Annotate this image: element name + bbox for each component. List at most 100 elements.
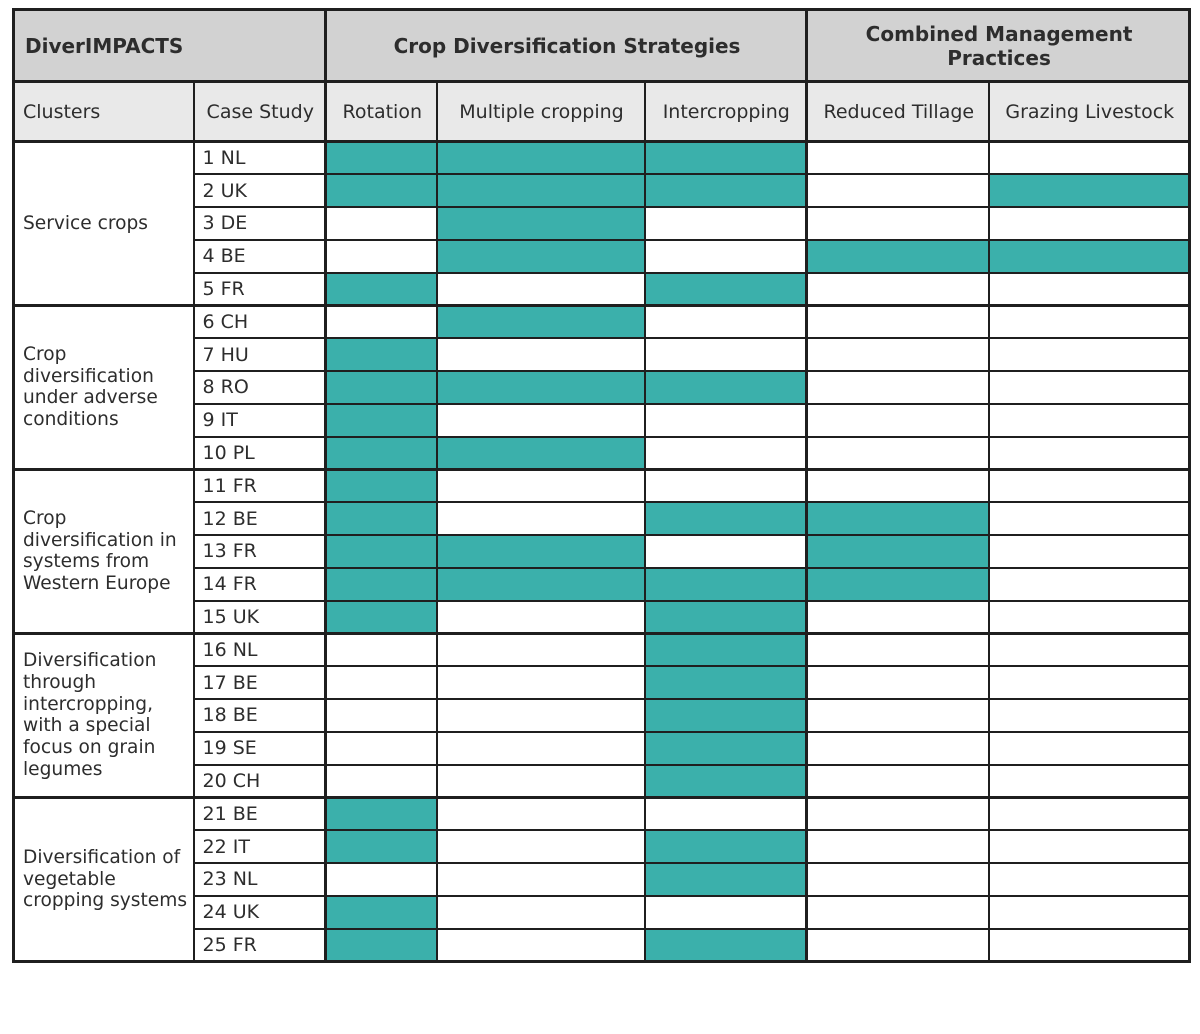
cell-grazing-livestock-empty bbox=[987, 763, 1191, 799]
cell-intercropping-filled bbox=[643, 665, 808, 701]
cluster-label: Crop diversification in systems from Wes… bbox=[12, 467, 195, 635]
cell-multiple-cropping-empty bbox=[435, 599, 646, 635]
cell-grazing-livestock-empty bbox=[987, 730, 1191, 766]
cell-reduced-tillage-empty bbox=[805, 730, 990, 766]
cell-reduced-tillage-empty bbox=[805, 795, 990, 832]
cell-intercropping-filled bbox=[643, 829, 808, 865]
cell-grazing-livestock-empty bbox=[987, 303, 1191, 340]
cell-reduced-tillage-empty bbox=[805, 665, 990, 701]
cell-rotation-empty bbox=[324, 763, 438, 799]
case-study-label: 2 UK bbox=[192, 173, 327, 209]
column-header-grazing-livestock: Grazing Livestock bbox=[987, 80, 1191, 143]
cell-reduced-tillage-empty bbox=[805, 467, 990, 504]
cell-intercropping-empty bbox=[643, 795, 808, 832]
cell-grazing-livestock-empty bbox=[987, 566, 1191, 602]
table-row: 7 HU bbox=[14, 337, 1191, 373]
case-study-label: 13 FR bbox=[192, 534, 327, 569]
cell-rotation-empty bbox=[324, 730, 438, 766]
cell-reduced-tillage-empty bbox=[805, 599, 990, 635]
cell-grazing-livestock-empty bbox=[987, 829, 1191, 865]
column-header-row: Clusters Case Study Rotation Multiple cr… bbox=[12, 80, 1191, 143]
cell-rotation-filled bbox=[324, 435, 438, 471]
cell-reduced-tillage-empty bbox=[805, 303, 990, 340]
cell-rotation-filled bbox=[324, 534, 438, 569]
case-study-label: 1 NL bbox=[192, 140, 327, 176]
cell-rotation-filled bbox=[324, 894, 438, 930]
cell-multiple-cropping-empty bbox=[435, 927, 646, 963]
cell-rotation-filled bbox=[324, 140, 438, 176]
cell-rotation-filled bbox=[324, 370, 438, 405]
cell-rotation-filled bbox=[324, 566, 438, 602]
cell-intercropping-empty bbox=[643, 435, 808, 471]
table-row: 18 BE bbox=[14, 698, 1191, 733]
cell-grazing-livestock-empty bbox=[987, 927, 1191, 963]
cell-grazing-livestock-empty bbox=[987, 698, 1191, 733]
cell-reduced-tillage-empty bbox=[805, 402, 990, 438]
cell-reduced-tillage-empty bbox=[805, 927, 990, 963]
case-study-label: 12 BE bbox=[192, 501, 327, 537]
cell-reduced-tillage-empty bbox=[805, 271, 990, 307]
cell-rotation-filled bbox=[324, 271, 438, 307]
table-row: 25 FR bbox=[14, 927, 1191, 963]
cell-grazing-livestock-empty bbox=[987, 862, 1191, 897]
cell-reduced-tillage-empty bbox=[805, 631, 990, 668]
cell-grazing-livestock-empty bbox=[987, 435, 1191, 471]
cell-reduced-tillage-empty bbox=[805, 829, 990, 865]
cell-intercropping-filled bbox=[643, 631, 808, 668]
cell-multiple-cropping-empty bbox=[435, 894, 646, 930]
cell-rotation-filled bbox=[324, 402, 438, 438]
table-row: Diversification of vegetable cropping sy… bbox=[12, 795, 1191, 963]
case-study-label: 9 IT bbox=[192, 402, 327, 438]
case-study-label: 8 RO bbox=[192, 370, 327, 405]
cell-grazing-livestock-empty bbox=[987, 665, 1191, 701]
cluster-label: Crop diversification under adverse condi… bbox=[12, 303, 195, 471]
cell-grazing-livestock-empty bbox=[987, 534, 1191, 569]
cell-grazing-livestock-empty bbox=[987, 501, 1191, 537]
cell-multiple-cropping-empty bbox=[435, 467, 646, 504]
cell-grazing-livestock-empty bbox=[987, 140, 1191, 176]
cell-intercropping-filled bbox=[643, 370, 808, 405]
table-row: 2 UK bbox=[14, 173, 1191, 209]
cell-multiple-cropping-empty bbox=[435, 829, 646, 865]
cell-rotation-empty bbox=[324, 206, 438, 241]
table-row: 14 FR bbox=[14, 566, 1191, 602]
case-study-label: 21 BE bbox=[192, 795, 327, 832]
case-study-label: 6 CH bbox=[192, 303, 327, 340]
table-row: 24 UK bbox=[14, 894, 1191, 930]
case-study-label: 17 BE bbox=[192, 665, 327, 701]
diverimpacts-matrix-table: DiverIMPACTS Crop Diversification Strate… bbox=[12, 8, 1192, 963]
cell-multiple-cropping-empty bbox=[435, 631, 646, 668]
cell-rotation-filled bbox=[324, 927, 438, 963]
table-row: 3 DE bbox=[14, 206, 1191, 241]
cell-reduced-tillage-empty bbox=[805, 140, 990, 176]
table-row: 5 FR bbox=[14, 271, 1191, 307]
cell-multiple-cropping-filled bbox=[435, 370, 646, 405]
table-row: 9 IT bbox=[14, 402, 1191, 438]
column-header-multiple-cropping: Multiple cropping bbox=[435, 80, 646, 143]
cell-rotation-filled bbox=[324, 337, 438, 373]
cell-grazing-livestock-filled bbox=[987, 173, 1191, 209]
table-row: 17 BE bbox=[14, 665, 1191, 701]
cell-intercropping-empty bbox=[643, 534, 808, 569]
table-row: Crop diversification in systems from Wes… bbox=[12, 467, 1191, 635]
cell-multiple-cropping-empty bbox=[435, 665, 646, 701]
cell-reduced-tillage-empty bbox=[805, 894, 990, 930]
cell-intercropping-empty bbox=[643, 467, 808, 504]
cell-reduced-tillage-empty bbox=[805, 435, 990, 471]
cell-intercropping-filled bbox=[643, 927, 808, 963]
table-body: Service crops 1 NL 2 UK 3 DE 4 BE 5 FR Crop di… bbox=[12, 140, 1191, 963]
cell-rotation-empty bbox=[324, 665, 438, 701]
cell-multiple-cropping-empty bbox=[435, 698, 646, 733]
case-study-label: 4 BE bbox=[192, 238, 327, 274]
cell-intercropping-filled bbox=[643, 173, 808, 209]
cell-grazing-livestock-empty bbox=[987, 402, 1191, 438]
cell-intercropping-empty bbox=[643, 337, 808, 373]
cell-multiple-cropping-filled bbox=[435, 435, 646, 471]
cell-multiple-cropping-filled bbox=[435, 566, 646, 602]
cell-rotation-empty bbox=[324, 303, 438, 340]
column-header-reduced-tillage: Reduced Tillage bbox=[805, 80, 990, 143]
cell-reduced-tillage-filled bbox=[805, 566, 990, 602]
cell-reduced-tillage-empty bbox=[805, 206, 990, 241]
table-row: 22 IT bbox=[14, 829, 1191, 865]
cell-multiple-cropping-filled bbox=[435, 173, 646, 209]
